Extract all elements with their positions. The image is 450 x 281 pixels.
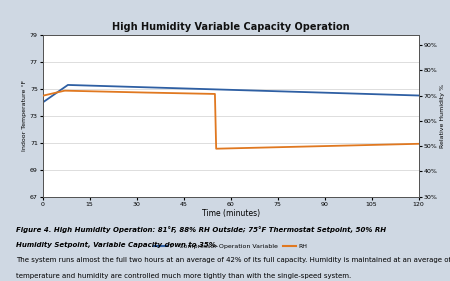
Y-axis label: Indoor Temperature °F: Indoor Temperature °F bbox=[22, 80, 27, 151]
Text: Humidity Setpoint, Variable Capacity down to 35%.: Humidity Setpoint, Variable Capacity dow… bbox=[16, 242, 218, 248]
Text: Figure 4. High Humidity Operation: 81°F, 88% RH Outside; 75°F Thermostat Setpoin: Figure 4. High Humidity Operation: 81°F,… bbox=[16, 226, 386, 233]
Y-axis label: Relative Humidity %: Relative Humidity % bbox=[440, 84, 445, 148]
Text: The system runs almost the full two hours at an average of 42% of its full capac: The system runs almost the full two hour… bbox=[16, 257, 450, 263]
X-axis label: Time (minutes): Time (minutes) bbox=[202, 209, 260, 218]
Legend: T - Compressor Operation Variable, RH: T - Compressor Operation Variable, RH bbox=[152, 241, 310, 252]
Title: High Humidity Variable Capacity Operation: High Humidity Variable Capacity Operatio… bbox=[112, 22, 350, 31]
Text: temperature and humidity are controlled much more tightly than with the single-s: temperature and humidity are controlled … bbox=[16, 273, 351, 278]
